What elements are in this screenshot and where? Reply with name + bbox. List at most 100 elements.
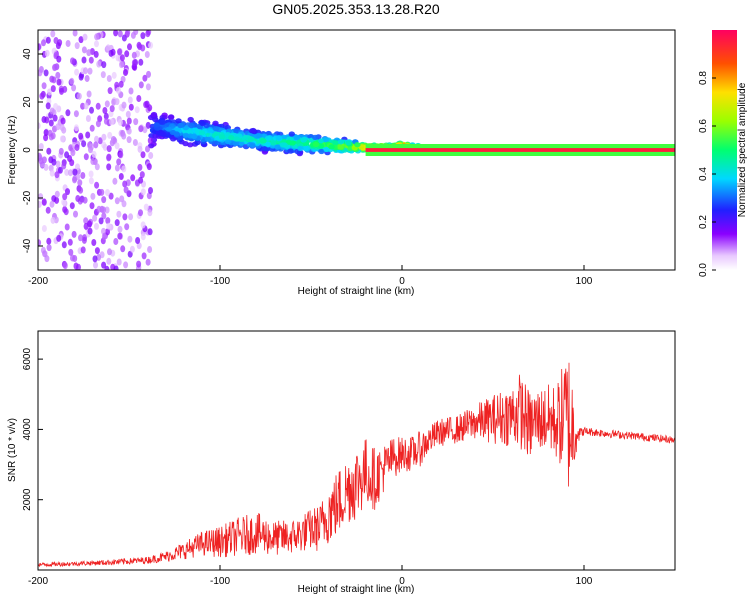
spectrogram-cell: [323, 137, 330, 143]
spectrogram-cell: [317, 143, 325, 149]
spectrogram-y-ticks: -40 -20 0 20 40: [22, 48, 43, 253]
spectrogram-cell: [300, 137, 307, 143]
spectrogram-cell: [62, 193, 68, 201]
spectrogram-cell: [122, 180, 128, 188]
spectrogram-cell: [147, 209, 153, 217]
colorbar-tick-label: 0.4: [698, 167, 709, 181]
spectrogram-cell: [78, 132, 84, 140]
spectrogram-cell: [104, 206, 110, 214]
spectrogram-cell: [287, 148, 294, 154]
spectrogram-cell: [101, 261, 107, 269]
spectrogram-cell: [95, 102, 101, 110]
spectrogram-cell: [228, 135, 235, 141]
spectrogram-cell: [212, 120, 219, 126]
spectrogram-cell: [54, 171, 60, 179]
spectrogram-cell: [191, 133, 198, 139]
spectrogram-cell: [104, 100, 110, 108]
spectrogram-cell: [133, 118, 139, 126]
snr-series-line: [38, 362, 675, 568]
spectrogram-y-label: Frequency (Hz): [7, 116, 18, 185]
spectrogram-cell: [302, 145, 309, 151]
spectrogram-cell: [38, 200, 42, 208]
spectrogram-cell: [99, 188, 105, 196]
spectrogram-cell: [297, 145, 304, 151]
spectrogram-cell: [85, 131, 91, 139]
spectrogram-cell: [130, 31, 136, 39]
spectrogram-cell: [74, 144, 80, 151]
spectrogram-cell: [148, 187, 153, 194]
spectrogram-cell: [55, 160, 61, 168]
spectrogram-cell: [354, 142, 361, 148]
spectrogram-cell: [119, 61, 124, 69]
spectrogram-cell: [94, 163, 100, 171]
spectrogram-cell: [106, 75, 112, 82]
snr-y-tick-label: 6000: [22, 348, 33, 371]
spectrogram-cell: [45, 36, 51, 44]
spectrogram-cell: [170, 136, 177, 142]
spectrogram-cell: [101, 61, 107, 69]
spectrogram-cell: [69, 159, 75, 167]
spectrogram-cell: [65, 188, 70, 196]
spectrogram-cell: [41, 82, 47, 90]
snr-y-tick-label: 4000: [22, 418, 33, 441]
spectrogram-x-tick-label: -100: [210, 276, 230, 287]
spectrogram-cell: [38, 239, 42, 247]
spectrogram-cell: [118, 80, 124, 88]
spectrogram-cell: [157, 130, 164, 136]
spectrogram-cell: [43, 134, 49, 142]
spectrogram-cell: [49, 169, 55, 177]
spectrogram-y-tick-label: -40: [22, 238, 33, 253]
spectrogram-cell: [59, 135, 65, 143]
spectrogram-cell: [62, 262, 68, 270]
spectrogram-cell: [138, 81, 144, 89]
spectrogram-cell: [279, 142, 287, 148]
spectrogram-cell: [114, 197, 120, 205]
spectrogram-cell: [198, 130, 206, 136]
spectrogram-cell: [89, 202, 95, 210]
spectrogram-cell: [81, 236, 87, 244]
spectrogram-cell: [127, 96, 133, 104]
spectrogram-cell: [106, 163, 112, 171]
spectrogram-cell: [103, 117, 109, 125]
spectrogram-cell: [119, 54, 125, 62]
spectrogram-cell: [49, 200, 55, 208]
spectrogram-cell: [113, 265, 119, 270]
spectrogram-cell: [111, 71, 117, 79]
spectrogram-cell: [94, 135, 99, 143]
spectrogram-cell: [126, 117, 132, 125]
spectrogram-cell: [86, 49, 92, 57]
spectrogram-cell: [312, 134, 319, 140]
spectrogram-cell: [50, 216, 56, 224]
spectrogram-cell: [90, 158, 96, 165]
spectrogram-cell: [232, 140, 240, 146]
spectrogram-cell: [113, 238, 119, 245]
spectrogram-cell: [69, 77, 75, 85]
spectrogram-x-ticks: -200 -100 0 100: [28, 265, 593, 287]
spectrogram-cell: [101, 196, 107, 204]
spectrogram-cell: [116, 210, 122, 218]
spectrogram-cell: [38, 157, 44, 165]
spectrogram-cell: [187, 116, 194, 123]
spectrogram-cell: [140, 221, 146, 229]
spectrogram-cell: [182, 141, 189, 147]
spectrogram-cell: [117, 225, 123, 233]
spectrogram-cell: [96, 60, 102, 68]
spectrogram-cell: [114, 142, 120, 150]
colorbar-tick-label: 0.6: [698, 119, 709, 133]
spectrogram-cell: [146, 70, 151, 78]
spectrogram-cell: [147, 137, 153, 145]
spectrogram-cell: [38, 143, 44, 150]
spectrogram-cell: [43, 69, 49, 77]
spectrogram-cell: [224, 139, 232, 145]
spectrogram-cell: [125, 30, 131, 36]
spectrogram-cell: [116, 258, 122, 266]
spectrogram-cell: [121, 101, 127, 109]
spectrogram-y-tick-label: -20: [22, 190, 33, 205]
spectrogram-cell: [84, 75, 90, 82]
spectrogram-cell: [94, 222, 99, 230]
spectrogram-cell: [56, 55, 62, 63]
spectrogram-cell: [71, 230, 77, 238]
spectrogram-cell: [68, 169, 73, 177]
spectrogram-cell: [140, 32, 146, 40]
